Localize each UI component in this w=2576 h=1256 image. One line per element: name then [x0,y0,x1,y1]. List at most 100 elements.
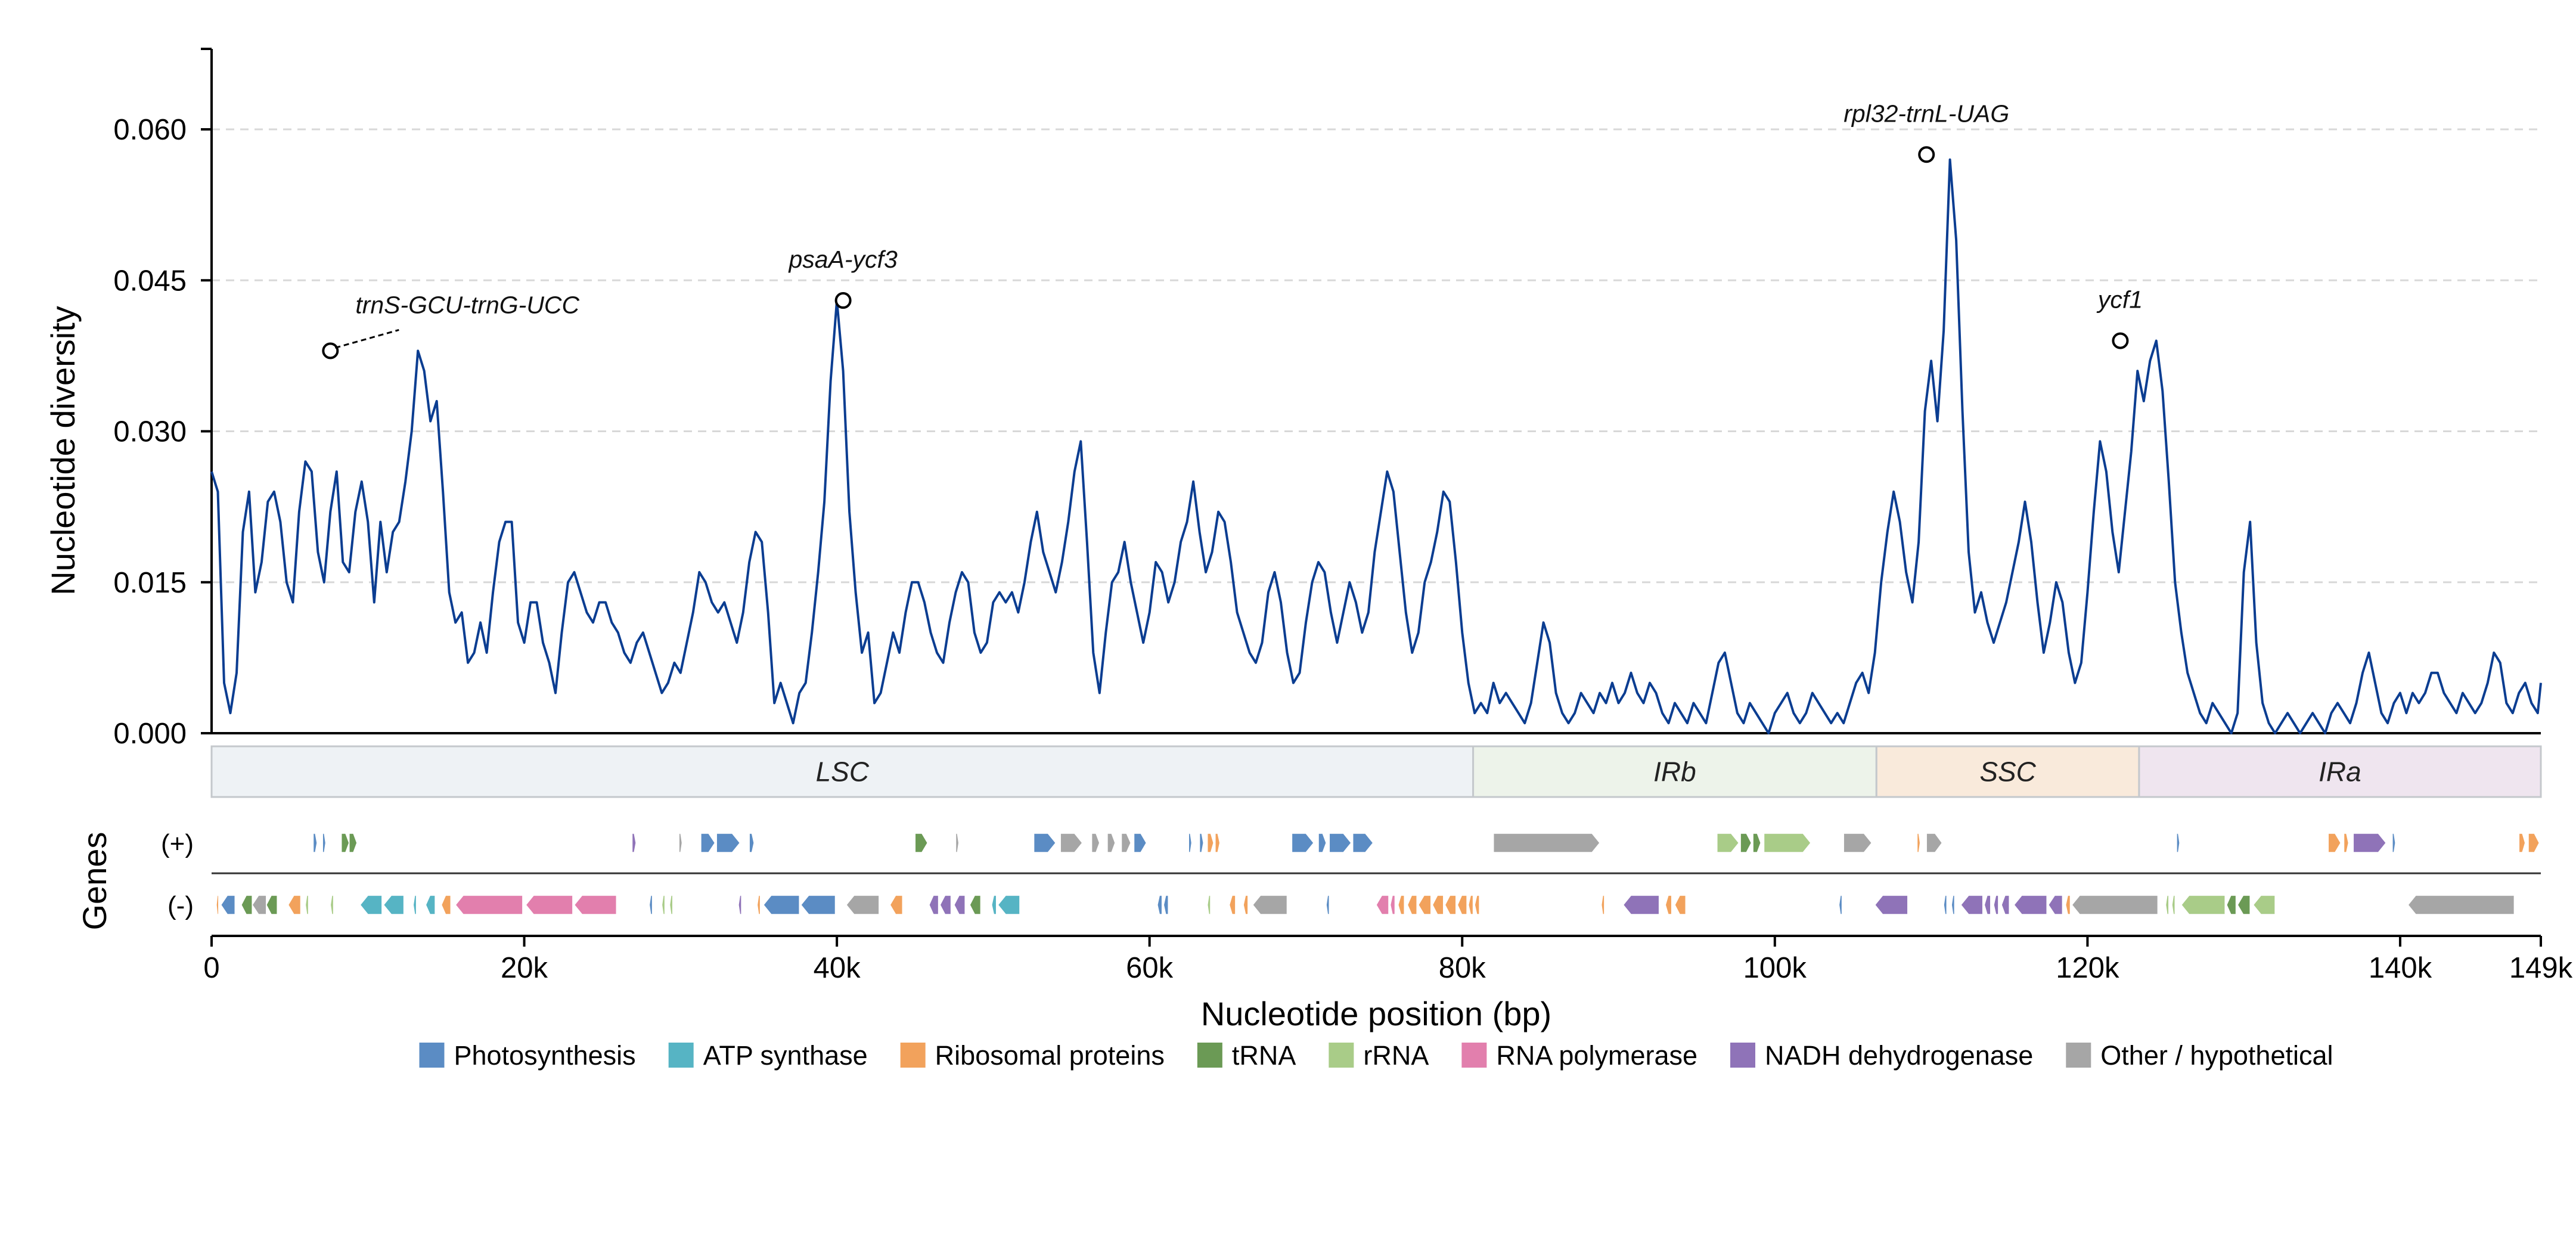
gene-rnap [455,895,523,915]
genes-track-title: Genes [76,832,113,931]
gene-ribo [2065,895,2071,915]
region-ira [2138,745,2542,798]
x-tick-label: 40k [814,952,861,984]
gene-rrna [330,895,334,915]
gene-rrna [1717,833,1740,853]
gene-ribo [2528,833,2540,853]
x-tick-label: 140k [2369,952,2432,984]
gene-other [1843,833,1873,853]
gene-track: Genes (+) (-) [76,829,2541,931]
gene-other [252,895,267,915]
gene-rrna [2165,895,2170,915]
gene-trna [914,833,929,853]
legend-label-rrna: rRNA [1363,1040,1429,1071]
gene-atp [997,895,1020,915]
gene-photo [1329,833,1352,853]
legend-label-photo: Photosynthesis [454,1040,636,1071]
region-lsc [210,745,1475,798]
gene-ndh [2001,895,2010,915]
gene-ribo [1432,895,1444,915]
gene-other [2407,895,2515,915]
gene-photo [800,895,836,915]
peak-leader-line [334,329,399,349]
gene-other [1121,833,1132,853]
gene-ribo [440,895,452,915]
gene-trna [265,895,278,915]
gene-other [678,833,683,853]
gene-rnap [573,895,617,915]
gene-atp [412,895,417,915]
y-axis-title: Nucleotide diversity [44,306,82,596]
gene-rrna [2252,895,2276,915]
legend-label-trna: tRNA [1232,1040,1296,1071]
gene-atp [383,895,405,915]
gene-ribo [1665,895,1672,915]
gene-other [1091,833,1100,853]
gene-ndh [1622,895,1660,915]
legend-swatch-trna [1197,1043,1222,1068]
gene-ribo [1916,833,1921,853]
gene-rnap [1376,895,1389,915]
y-tick-label: 0.060 [113,114,187,146]
legend-swatch-ribo [900,1043,926,1068]
gene-photo [1163,895,1169,915]
legend-label-ribo: Ribosomal proteins [935,1040,1165,1071]
gene-ribo [1474,895,1480,915]
gene-trna [2226,895,2237,915]
gene-photo [749,833,755,853]
gene-ribo [889,895,904,915]
legend-swatch-rrna [1329,1043,1354,1068]
legend-swatch-photo [419,1043,445,1068]
gene-photo [312,833,318,853]
gene-photo [220,895,236,915]
gene-trna [2237,895,2251,915]
gene-ndh [1993,895,1999,915]
region-label: IRa [2319,756,2361,787]
gene-ribo [1407,895,1417,915]
gene-atp [359,895,383,915]
region-bar: LSC IRb SSC IRa [210,745,2542,798]
gene-ndh [631,833,637,853]
gene-other [1107,833,1116,853]
legend-swatch-ndh [1730,1043,1756,1068]
peak-label: ycf1 [2096,286,2143,314]
x-tick-label: 100k [1743,952,1807,984]
gene-rrna [1206,895,1211,915]
gene-ndh [2352,833,2387,853]
gene-rnap [1389,895,1396,915]
gene-photo [1326,895,1330,915]
peak-label: rpl32-trnL-UAG [1843,100,2009,127]
strand-label-minus: (-) [167,891,194,920]
region-irb [1472,745,1877,798]
gene-ribo [2518,833,2526,853]
gene-photo [1033,833,1057,853]
gene-ndh [2047,895,2063,915]
peak-marker [834,292,852,309]
gene-photo [1838,895,1843,915]
gene-rnap [525,895,573,915]
gene-ribo [756,895,761,915]
gene-ndh [953,895,966,915]
gene-trna [349,833,358,853]
diversity-line [210,158,2542,734]
y-tick-label: 0.015 [113,567,187,599]
gene-trna [1740,833,1752,853]
gene-photo [1133,833,1147,853]
gene-trna [1752,833,1761,853]
region-label: SSC [1979,756,2036,787]
gene-ndh [929,895,939,915]
gene-ndh [2013,895,2047,915]
gene-other [955,833,960,853]
gene-ribo [216,895,219,915]
gene-photo [1943,895,1948,915]
gene-photo [648,895,653,915]
gene-ribo [1243,895,1249,915]
gene-rrna [305,895,309,915]
gene-photo [2176,833,2180,853]
legend-label-ndh: NADH dehydrogenase [1765,1040,2033,1071]
gene-rrna [2171,895,2176,915]
gene-other [1492,833,1601,853]
legend-swatch-atp [668,1043,694,1068]
gene-photo [1291,833,1315,853]
